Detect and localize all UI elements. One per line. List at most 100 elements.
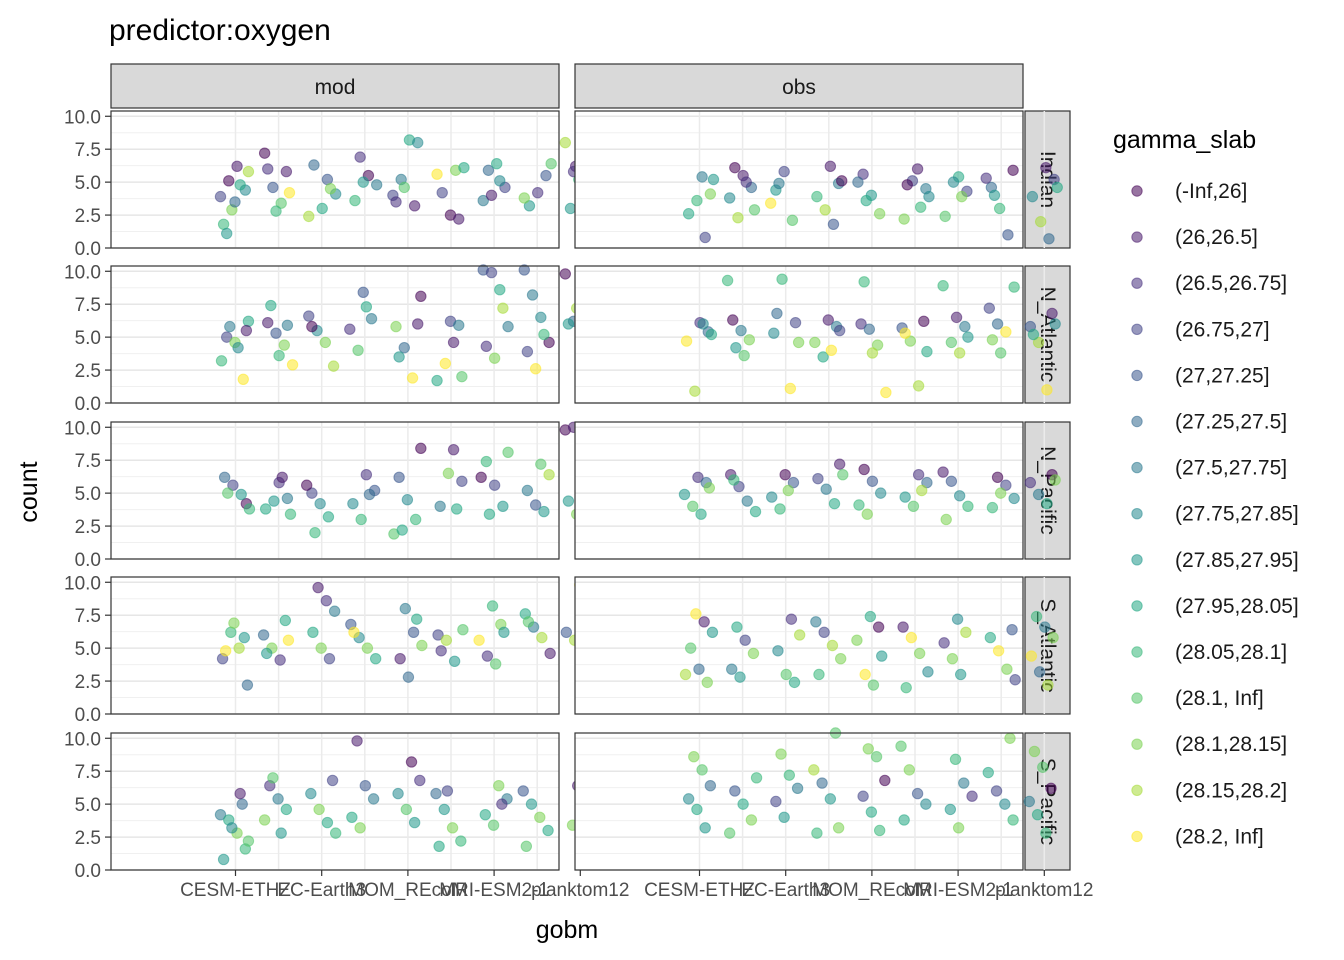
panel-background [111, 111, 559, 248]
data-point [485, 189, 498, 202]
data-point [440, 634, 453, 646]
data-point [765, 197, 777, 209]
data-point [897, 621, 909, 633]
data-point [689, 385, 701, 397]
data-point [737, 798, 749, 810]
data-point [727, 314, 739, 326]
data-point [1004, 732, 1016, 744]
data-point [1008, 281, 1020, 293]
data-point [1051, 181, 1063, 194]
data-point [864, 610, 877, 623]
data-point [226, 822, 238, 834]
data-point [496, 798, 508, 810]
data-point [407, 626, 420, 639]
data-point [315, 642, 327, 654]
data-point [354, 822, 366, 834]
data-point [218, 471, 231, 484]
legend: (-Inf,26] (26,26.5] (26.5,26.75] (26.75,27]… [1131, 180, 1299, 848]
data-point [871, 339, 884, 351]
panel-background [575, 577, 1023, 714]
data-point [235, 488, 247, 501]
legend-title: gamma_slab [1113, 126, 1256, 154]
data-point [390, 320, 402, 333]
data-point [880, 386, 892, 399]
data-point [286, 359, 299, 371]
legend-key [1131, 185, 1143, 197]
data-point [306, 487, 318, 499]
data-point [237, 373, 249, 385]
x-tick-label: MOM_REcoM [348, 880, 467, 901]
data-point [301, 479, 313, 491]
panel-background [575, 733, 1023, 870]
data-point [526, 289, 539, 301]
data-point [221, 227, 233, 240]
legend-label: (-Inf,26] [1175, 180, 1247, 203]
data-point [903, 764, 916, 776]
data-point [947, 176, 960, 188]
data-point [544, 647, 556, 660]
data-point [837, 468, 849, 481]
data-point [303, 310, 315, 322]
data-point [857, 168, 869, 180]
data-point [954, 668, 967, 681]
data-point [518, 264, 530, 276]
data-point [497, 500, 509, 513]
y-tick-label: 0.0 [75, 861, 101, 882]
data-point [1000, 326, 1012, 338]
panel-background [111, 733, 559, 870]
data-point [773, 177, 785, 190]
x-tick-label: CESM-ETHZ [180, 880, 291, 901]
y-tick-label: 10.0 [64, 729, 101, 750]
panel-background [575, 266, 1023, 403]
data-point [923, 190, 935, 203]
data-point [1002, 229, 1014, 241]
data-point [994, 347, 1007, 359]
data-point [772, 645, 784, 657]
data-point [905, 631, 918, 644]
legend-label: (27.75,27.85] [1175, 503, 1299, 526]
data-point [944, 803, 957, 816]
data-point [261, 647, 273, 660]
data-point [231, 160, 243, 173]
y-tick-label: 7.5 [75, 606, 101, 627]
data-point [214, 190, 227, 203]
data-point [236, 798, 248, 810]
data-point [412, 318, 424, 330]
data-point [1000, 479, 1012, 491]
data-point [808, 764, 820, 776]
data-point [1026, 190, 1039, 203]
data-point [937, 466, 949, 478]
y-tick-label: 5.0 [75, 173, 101, 194]
data-point [392, 787, 404, 800]
panel-obs-S_Atlantic [574, 576, 1059, 715]
data-point [685, 642, 697, 654]
data-point [522, 616, 535, 628]
data-point [536, 631, 548, 644]
data-point [698, 616, 710, 628]
data-point [453, 319, 465, 331]
data-point [520, 840, 533, 852]
data-point [412, 136, 424, 149]
data-point [559, 136, 571, 149]
data-point [523, 200, 536, 212]
data-point [1046, 307, 1058, 320]
data-point [994, 487, 1007, 499]
data-point [281, 492, 294, 505]
data-point [359, 779, 372, 792]
panel-border [110, 421, 560, 560]
data-point [982, 766, 994, 779]
data-point [904, 335, 917, 347]
data-point [502, 446, 514, 458]
data-point [267, 181, 279, 194]
data-point [729, 161, 741, 174]
data-point [369, 652, 382, 665]
data-point [827, 218, 840, 230]
data-point [1031, 808, 1044, 821]
data-point [721, 274, 734, 287]
x-tick-label: MOM_REcoM [812, 880, 931, 901]
data-point [680, 335, 693, 347]
data-point [728, 474, 740, 486]
data-point [219, 645, 232, 657]
data-point [521, 484, 534, 497]
data-point [812, 472, 824, 485]
